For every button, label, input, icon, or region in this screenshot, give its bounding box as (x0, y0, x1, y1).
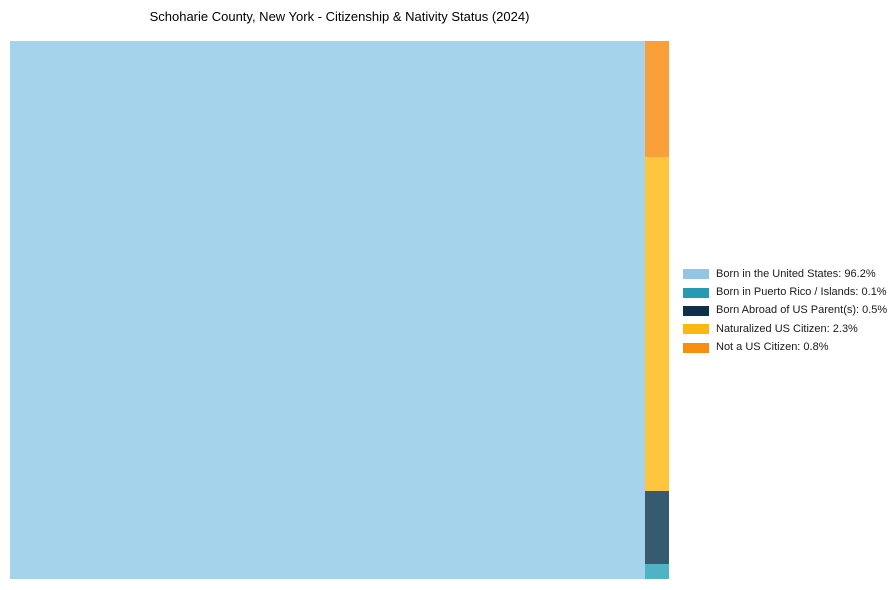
legend-swatch-icon (683, 324, 709, 335)
legend-label: Not a US Citizen: 0.8% (716, 341, 829, 354)
legend-item-not-a-us-citizen: Not a US Citizen: 0.8% (683, 339, 887, 357)
legend-swatch-icon (683, 305, 709, 316)
chart-title: Schoharie County, New York - Citizenship… (149, 9, 530, 24)
treemap-rect-naturalized-us-citizen (645, 157, 669, 491)
legend: Born in the United States: 96.2% Born in … (683, 265, 887, 357)
legend-item-born-abroad-of-us-parent-s: Born Abroad of US Parent(s): 0.5% (683, 302, 887, 320)
treemap-rect-born-in-puerto-rico-islands (645, 564, 669, 579)
legend-item-born-in-puerto-rico-islands: Born in Puerto Rico / Islands: 0.1% (683, 283, 887, 301)
legend-label: Born Abroad of US Parent(s): 0.5% (716, 304, 888, 317)
treemap-rect-born-in-the-united-states (10, 41, 645, 579)
treemap-rect-born-abroad-of-us-parent-s (645, 491, 669, 564)
treemap-plot (10, 41, 669, 579)
treemap-rect-not-a-us-citizen (645, 41, 669, 157)
legend-label: Born in Puerto Rico / Islands: 0.1% (716, 286, 887, 299)
legend-label: Born in the United States: 96.2% (716, 267, 876, 280)
legend-label: Naturalized US Citizen: 2.3% (716, 322, 858, 335)
legend-item-born-in-the-united-states: Born in the United States: 96.2% (683, 265, 887, 283)
legend-swatch-icon (683, 269, 709, 280)
legend-swatch-icon (683, 287, 709, 298)
legend-item-naturalized-us-citizen: Naturalized US Citizen: 2.3% (683, 320, 887, 338)
legend-swatch-icon (683, 342, 709, 353)
